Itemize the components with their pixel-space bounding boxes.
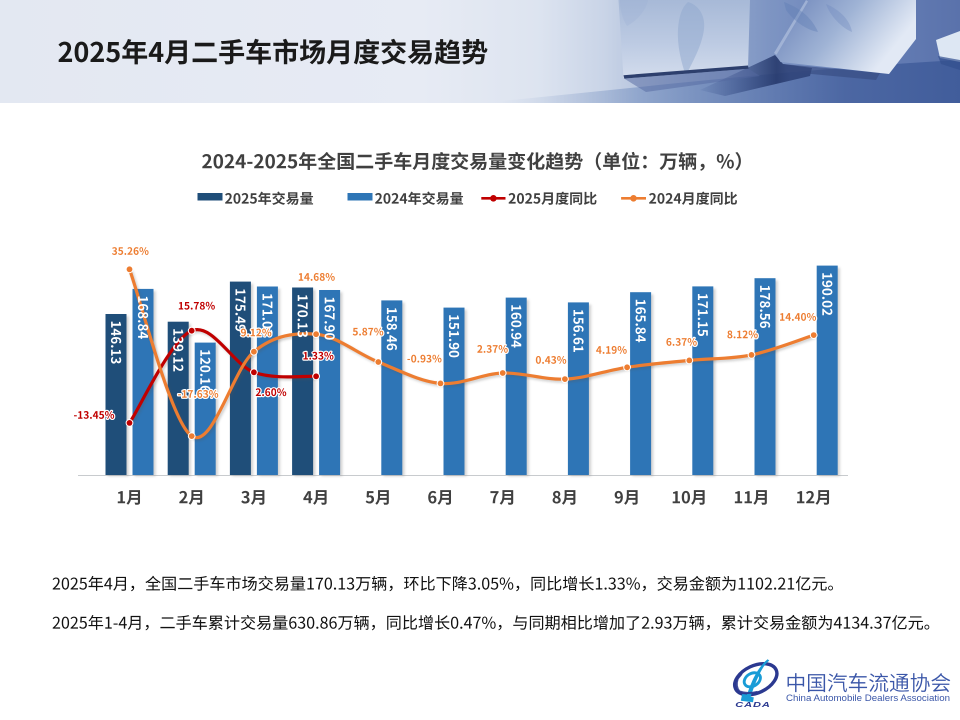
svg-text:CADA: CADA bbox=[735, 700, 771, 709]
svg-text:China Automobile Dealers Assoc: China Automobile Dealers Association bbox=[786, 693, 950, 703]
